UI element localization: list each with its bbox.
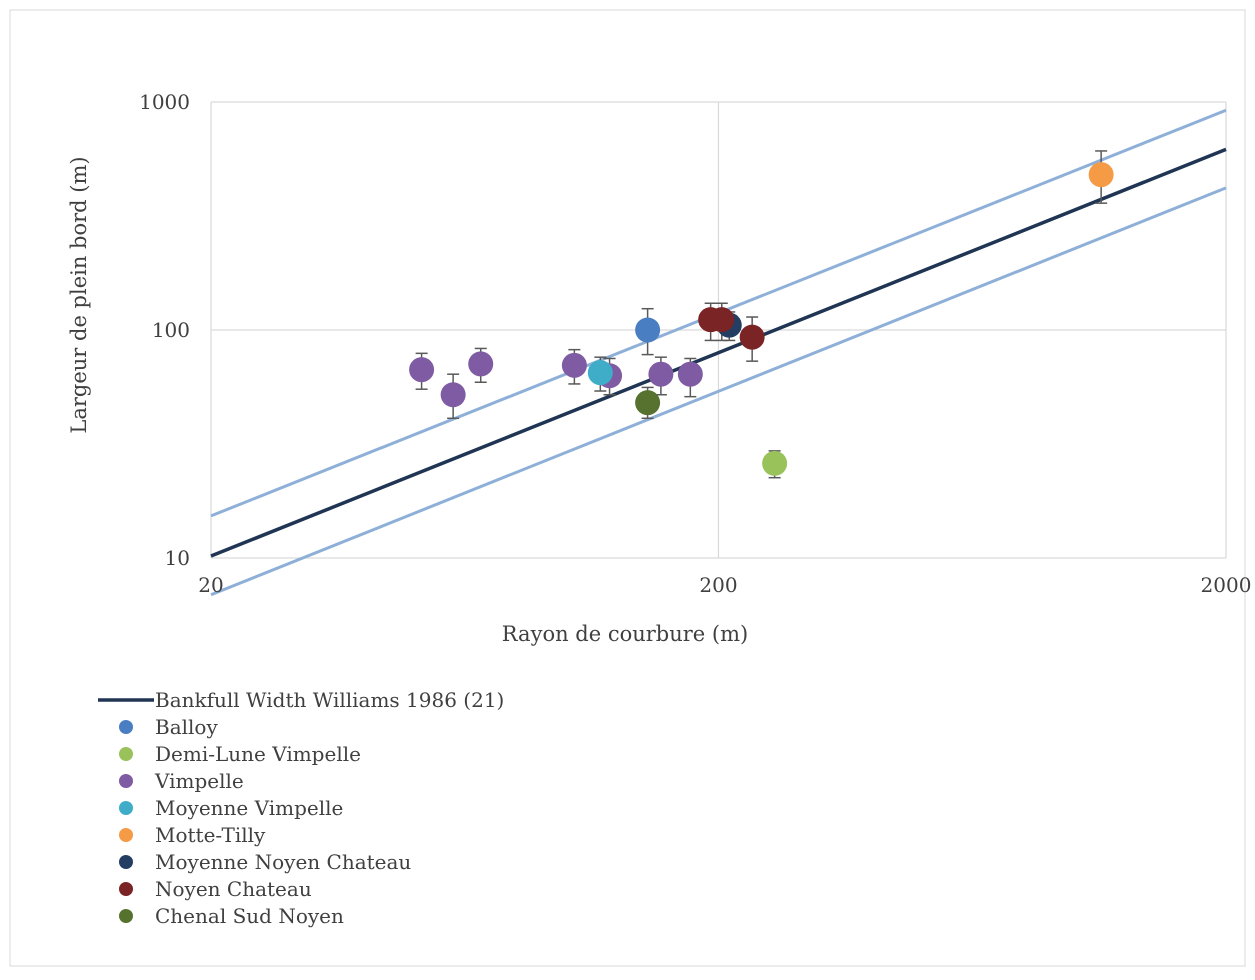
data-point <box>762 450 788 476</box>
x-tick-label: 20 <box>198 573 223 597</box>
y-tick-label: 100 <box>152 318 190 342</box>
data-point <box>587 360 613 386</box>
data-point <box>648 361 674 387</box>
legend-label: Bankfull Width Williams 1986 (21) <box>155 688 504 712</box>
trend-line-williams <box>210 147 1227 558</box>
data-point <box>1088 162 1114 188</box>
data-point <box>709 307 735 333</box>
data-point <box>635 390 661 416</box>
legend-swatch-marker <box>119 882 133 896</box>
y-tick-label: 10 <box>165 546 190 570</box>
legend-label: Demi-Lune Vimpelle <box>155 742 361 766</box>
data-point <box>468 351 494 377</box>
legend-label: Moyenne Noyen Chateau <box>155 850 411 874</box>
legend-swatch-marker <box>119 909 133 923</box>
legend-label: Balloy <box>155 715 218 739</box>
chart-frame <box>9 9 1246 967</box>
legend-swatch-marker <box>119 855 133 869</box>
legend-label: Chenal Sud Noyen <box>155 904 344 928</box>
tick-labels: 20 200 2000 10 100 1000 <box>139 90 1251 597</box>
data-point <box>635 317 661 343</box>
legend-swatch-marker <box>119 828 133 842</box>
legend-label: Noyen Chateau <box>155 877 312 901</box>
legend-swatch-marker <box>119 720 133 734</box>
data-point <box>677 361 703 387</box>
data-point <box>561 352 587 378</box>
legend: Bankfull Width Williams 1986 (21) Balloy D… <box>98 688 504 928</box>
data-points <box>409 162 1114 476</box>
data-point <box>440 382 466 408</box>
legend-label: Moyenne Vimpelle <box>155 796 343 820</box>
x-tick-label: 2000 <box>1201 573 1252 597</box>
legend-swatch-marker <box>119 747 133 761</box>
x-axis-title: Rayon de courbure (m) <box>502 622 748 646</box>
envelope-line <box>210 186 1227 597</box>
data-point <box>409 357 435 383</box>
legend-label: Motte-Tilly <box>155 823 266 847</box>
x-tick-label: 200 <box>699 573 737 597</box>
legend-swatch-marker <box>119 774 133 788</box>
legend-label: Vimpelle <box>154 769 244 793</box>
data-point <box>739 324 765 350</box>
legend-swatch-marker <box>119 801 133 815</box>
y-axis-title: Largeur de plein bord (m) <box>67 156 91 433</box>
y-tick-label: 1000 <box>139 90 190 114</box>
